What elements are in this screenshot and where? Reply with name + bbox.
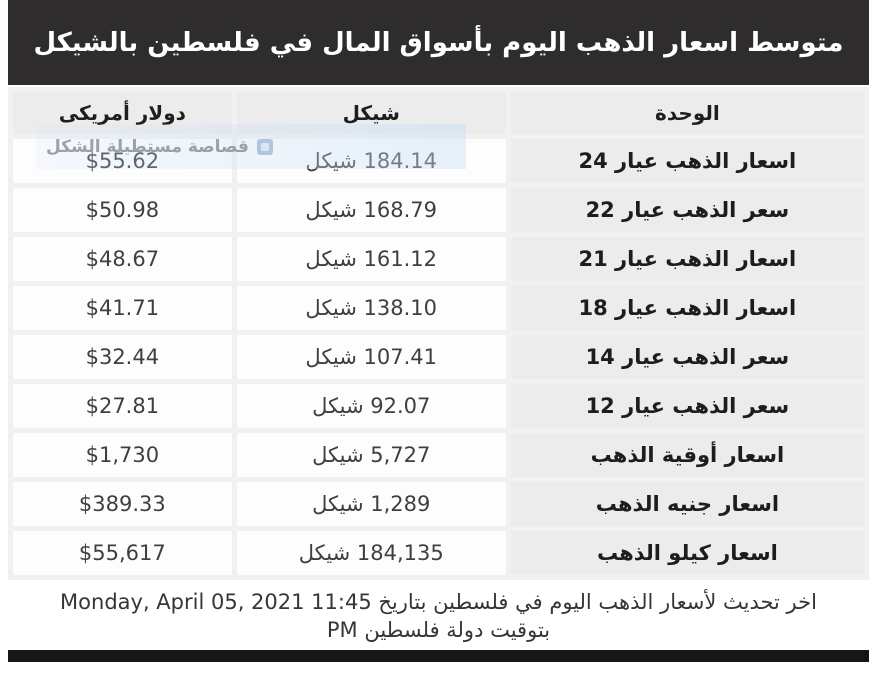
table-row: اسعار جنيه الذهب 1,289 شيكل $389.33	[13, 482, 864, 526]
dollar-value: $48.67	[13, 237, 232, 281]
unit-label: اسعار الذهب عيار 21	[510, 237, 864, 281]
shekel-value: 138.10 شيكل	[236, 286, 506, 330]
shekel-value: 1,289 شيكل	[236, 482, 506, 526]
dollar-value: $55.62	[13, 139, 232, 183]
dollar-value: $41.71	[13, 286, 232, 330]
last-updated-note: اخر تحديث لأسعار الذهب اليوم في فلسطين ب…	[8, 580, 869, 650]
page-title-text: متوسط اسعار الذهب اليوم بأسواق المال في …	[33, 27, 844, 58]
page: متوسط اسعار الذهب اليوم بأسواق المال في …	[8, 0, 869, 663]
last-updated-datetime: Monday, April 05, 2021 11:45	[60, 590, 372, 614]
table-row: سعر الذهب عيار 12 92.07 شيكل $27.81	[13, 384, 864, 428]
unit-label: اسعار جنيه الذهب	[510, 482, 864, 526]
shekel-value: 184,135 شيكل	[236, 531, 506, 575]
table-row: اسعار الذهب عيار 18 138.10 شيكل $41.71	[13, 286, 864, 330]
column-header-unit: الوحدة	[510, 92, 864, 134]
timezone-text-ar: بتوقيت دولة فلسطين	[364, 617, 551, 642]
dollar-value: $27.81	[13, 384, 232, 428]
shekel-value: 5,727 شيكل	[236, 433, 506, 477]
dollar-value: $1,730	[13, 433, 232, 477]
table-header-row: الوحدة شيكل دولار أمريكى	[13, 92, 864, 134]
last-updated-line-1: اخر تحديث لأسعار الذهب اليوم في فلسطين ب…	[12, 589, 865, 617]
unit-label: اسعار الذهب عيار 24	[510, 139, 864, 183]
shekel-value: 161.12 شيكل	[236, 237, 506, 281]
unit-label: اسعار أوقية الذهب	[510, 433, 864, 477]
unit-label: سعر الذهب عيار 22	[510, 188, 864, 232]
last-updated-meridiem: PM	[326, 617, 358, 642]
table-row: اسعار الذهب عيار 21 161.12 شيكل $48.67	[13, 237, 864, 281]
dollar-value: $389.33	[13, 482, 232, 526]
unit-label: اسعار الذهب عيار 18	[510, 286, 864, 330]
table-row: اسعار الذهب عيار 24 184.14 شيكل $55.62	[13, 139, 864, 183]
unit-label: سعر الذهب عيار 12	[510, 384, 864, 428]
unit-label: اسعار كيلو الذهب	[510, 531, 864, 575]
column-header-dollar: دولار أمريكى	[13, 92, 232, 134]
table-row: اسعار كيلو الذهب 184,135 شيكل $55,617	[13, 531, 864, 575]
unit-label: سعر الذهب عيار 14	[510, 335, 864, 379]
dollar-value: $32.44	[13, 335, 232, 379]
column-header-shekel: شيكل	[236, 92, 506, 134]
table-row: سعر الذهب عيار 22 168.79 شيكل $50.98	[13, 188, 864, 232]
page-title: متوسط اسعار الذهب اليوم بأسواق المال في …	[8, 0, 869, 85]
dollar-value: $55,617	[13, 531, 232, 575]
shekel-value: 184.14 شيكل	[236, 139, 506, 183]
dollar-value: $50.98	[13, 188, 232, 232]
table-row: اسعار أوقية الذهب 5,727 شيكل $1,730	[13, 433, 864, 477]
shekel-value: 168.79 شيكل	[236, 188, 506, 232]
shekel-value: 92.07 شيكل	[236, 384, 506, 428]
bottom-divider-bar	[8, 650, 869, 663]
last-updated-text-ar: اخر تحديث لأسعار الذهب اليوم في فلسطين ب…	[378, 590, 817, 614]
table-row: سعر الذهب عيار 14 107.41 شيكل $32.44	[13, 335, 864, 379]
gold-prices-table: الوحدة شيكل دولار أمريكى اسعار الذهب عيا…	[8, 87, 869, 580]
shekel-value: 107.41 شيكل	[236, 335, 506, 379]
last-updated-line-2: PM بتوقيت دولة فلسطين	[12, 617, 865, 645]
